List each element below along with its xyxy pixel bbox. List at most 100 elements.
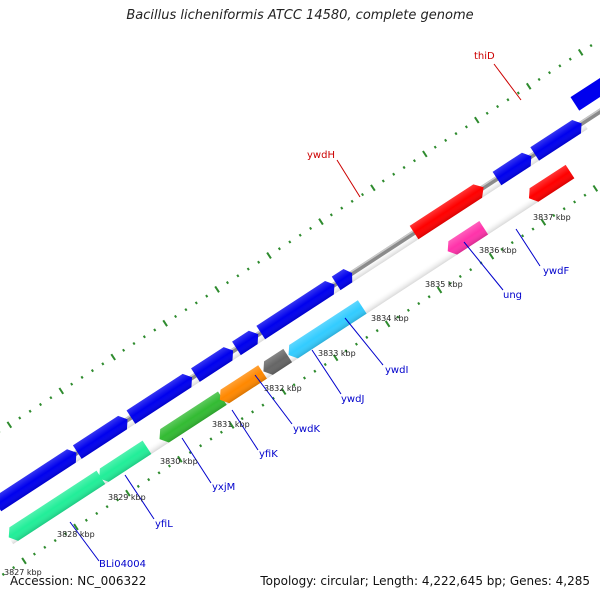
minor-tick xyxy=(433,145,437,149)
minor-tick xyxy=(562,207,566,211)
minor-tick xyxy=(246,267,250,271)
major-tick xyxy=(592,184,599,192)
minor-tick xyxy=(43,545,47,549)
minor-tick xyxy=(257,260,261,264)
minor-tick xyxy=(583,193,587,197)
kbp-label: 3830 kbp xyxy=(160,457,198,466)
major-tick xyxy=(21,557,27,565)
gene-label-ywdK[interactable]: ywdK xyxy=(293,424,320,435)
major-tick xyxy=(125,489,131,497)
minor-tick xyxy=(448,281,452,285)
minor-tick xyxy=(142,335,146,339)
minor-tick xyxy=(1,572,5,576)
major-tick xyxy=(73,523,79,531)
minor-tick xyxy=(80,375,84,379)
minor-tick xyxy=(136,484,140,488)
minor-tick xyxy=(496,104,500,109)
major-tick xyxy=(6,421,13,429)
minor-tick xyxy=(454,132,458,136)
minor-tick xyxy=(375,329,379,333)
gene-label-ywdJ[interactable]: ywdJ xyxy=(341,394,364,405)
label-leaders xyxy=(69,63,541,562)
minor-tick xyxy=(219,430,223,434)
inner-tick-track xyxy=(1,184,599,576)
major-tick xyxy=(266,252,272,259)
map-title: Bacillus licheniformis ATCC 14580, compl… xyxy=(126,8,474,23)
minor-tick xyxy=(240,417,244,421)
minor-tick xyxy=(105,505,109,509)
kbp-label: 3835 kbp xyxy=(425,280,463,289)
major-tick xyxy=(370,184,376,192)
gene-label-ywdI[interactable]: ywdI xyxy=(385,365,408,376)
gene-label-thiD[interactable]: thiD xyxy=(474,51,495,62)
minor-tick xyxy=(184,308,188,312)
gene-label-BLi04004[interactable]: BLi04004 xyxy=(99,559,146,570)
kbp-label: 3831 kbp xyxy=(212,420,250,429)
minor-tick xyxy=(354,342,358,346)
major-tick xyxy=(162,319,168,327)
minor-tick xyxy=(38,402,43,407)
forward-strand-track xyxy=(0,67,600,512)
major-tick xyxy=(540,218,547,226)
minor-tick xyxy=(90,369,94,373)
minor-tick xyxy=(344,349,348,353)
minor-tick xyxy=(406,308,410,312)
minor-tick xyxy=(18,416,22,420)
minor-tick xyxy=(32,552,36,556)
minor-tick xyxy=(271,396,275,400)
minor-tick xyxy=(417,301,421,306)
minor-tick xyxy=(49,396,53,400)
major-tick xyxy=(280,388,287,396)
minor-tick xyxy=(251,410,255,414)
kbp-label: 3829 kbp xyxy=(108,493,146,502)
minor-tick xyxy=(396,315,400,319)
minor-tick xyxy=(95,511,99,516)
minor-tick xyxy=(132,341,136,346)
minor-tick xyxy=(167,464,171,468)
gene-label-yxjM[interactable]: yxjM xyxy=(212,482,235,493)
major-tick xyxy=(58,387,65,395)
minor-tick xyxy=(261,403,265,407)
minor-tick xyxy=(516,91,520,95)
genome-stats-text: Topology: circular; Length: 4,222,645 bp… xyxy=(260,574,590,588)
major-tick xyxy=(525,82,532,90)
minor-tick xyxy=(350,199,354,203)
minor-tick xyxy=(510,240,514,245)
minor-tick xyxy=(313,369,317,373)
minor-tick xyxy=(323,362,327,367)
gene-label-ung[interactable]: ung xyxy=(503,290,522,301)
minor-tick xyxy=(147,478,151,482)
minor-tick xyxy=(302,376,307,380)
kbp-label: 3827 kbp xyxy=(4,568,42,577)
minor-tick xyxy=(84,518,88,522)
minor-tick xyxy=(402,165,406,170)
minor-tick xyxy=(469,268,473,272)
minor-tick xyxy=(157,471,161,475)
minor-tick xyxy=(361,192,365,197)
minor-tick xyxy=(485,111,489,115)
gene-label-ywdH[interactable]: ywdH xyxy=(307,150,335,161)
minor-tick xyxy=(573,200,577,204)
major-tick xyxy=(110,353,116,361)
minor-tick xyxy=(53,538,57,543)
minor-tick xyxy=(365,335,369,339)
gene-feature-thiD[interactable] xyxy=(570,67,600,111)
kbp-label: 3837 kbp xyxy=(533,213,571,222)
kbp-scale-labels: 3827 kbp 3828 kbp 3829 kbp 3830 kbp 3831… xyxy=(4,213,571,577)
major-tick xyxy=(229,421,235,429)
minor-tick xyxy=(458,274,462,279)
gene-label-yfiL[interactable]: yfiL xyxy=(155,519,173,530)
minor-tick xyxy=(153,328,157,332)
major-tick xyxy=(422,150,428,158)
major-tick xyxy=(177,455,183,463)
minor-tick xyxy=(122,348,126,352)
minor-tick xyxy=(277,247,281,251)
gene-label-ywdF[interactable]: ywdF xyxy=(543,266,569,277)
gene-label-yfiK[interactable]: yfiK xyxy=(259,449,278,460)
kbp-label: 3832 kbp xyxy=(264,384,302,393)
minor-tick xyxy=(464,125,468,129)
minor-tick xyxy=(101,362,105,366)
minor-tick xyxy=(298,233,302,237)
minor-tick xyxy=(174,314,178,319)
major-tick xyxy=(436,286,443,294)
